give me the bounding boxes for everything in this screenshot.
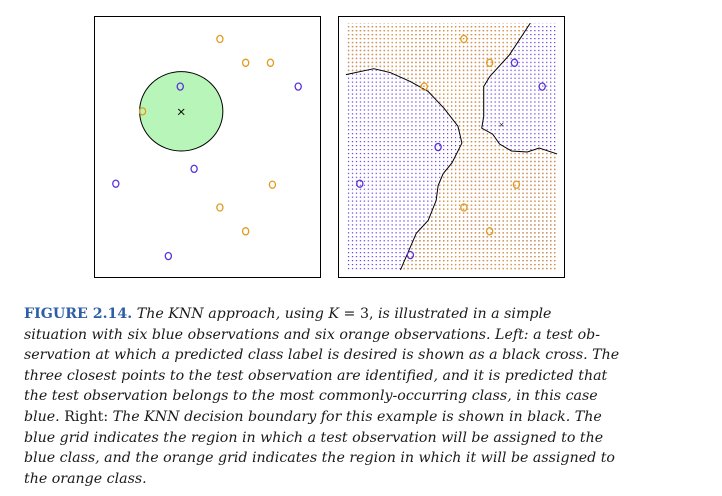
observation-orange bbox=[512, 180, 521, 189]
figure-label: FIGURE 2.14. bbox=[24, 306, 133, 322]
caption-line-1: FIGURE 2.14. The KNN approach, using K =… bbox=[24, 306, 552, 322]
observation-orange bbox=[241, 58, 250, 67]
observation-blue bbox=[176, 82, 184, 91]
orange-decision-region bbox=[345, 23, 558, 270]
observation-blue bbox=[164, 251, 173, 261]
observation-orange bbox=[266, 58, 275, 67]
knn-right-panel: × bbox=[338, 16, 565, 278]
caption-line-7: blue grid indicates the region in which … bbox=[24, 429, 604, 446]
observation-orange bbox=[485, 227, 494, 236]
observation-blue bbox=[434, 142, 442, 152]
observation-blue bbox=[510, 58, 519, 67]
observation-orange bbox=[138, 107, 147, 116]
observation-blue bbox=[356, 179, 364, 188]
caption-line-4: three closest points to the test observa… bbox=[24, 367, 608, 384]
observation-blue bbox=[538, 82, 546, 91]
caption-line-8: blue class, and the orange grid indicate… bbox=[24, 450, 615, 467]
caption-line-9: the orange class. bbox=[24, 470, 147, 487]
figure-caption: FIGURE 2.14. The KNN approach, using K =… bbox=[24, 304, 636, 489]
caption-line-2: situation with six blue observations and… bbox=[24, 326, 601, 343]
knn-left-plot: × bbox=[112, 34, 302, 261]
observation-orange bbox=[460, 203, 468, 212]
observation-orange bbox=[268, 180, 277, 189]
observation-orange bbox=[420, 82, 428, 91]
decision-boundary-right bbox=[481, 22, 558, 155]
caption-line-3: servation at which a predicted class lab… bbox=[24, 347, 620, 364]
observation-orange bbox=[216, 34, 224, 44]
test-observation-cross: × bbox=[176, 104, 186, 118]
observation-blue bbox=[406, 250, 415, 260]
decision-boundary-left bbox=[345, 68, 463, 271]
knn-right-plot: × bbox=[345, 22, 558, 271]
observation-orange bbox=[241, 227, 250, 236]
observation-blue bbox=[190, 164, 198, 174]
observation-blue bbox=[112, 179, 120, 188]
observation-orange bbox=[460, 34, 468, 44]
caption-line-6: blue. Right: The KNN decision boundary f… bbox=[24, 408, 602, 425]
observation-orange bbox=[485, 58, 494, 67]
caption-line-5: the test observation belongs to the most… bbox=[24, 388, 598, 405]
observation-orange bbox=[216, 203, 224, 212]
observation-blue bbox=[294, 82, 302, 91]
knn-left-panel: × bbox=[94, 16, 321, 278]
test-observation-cross: × bbox=[499, 121, 505, 129]
